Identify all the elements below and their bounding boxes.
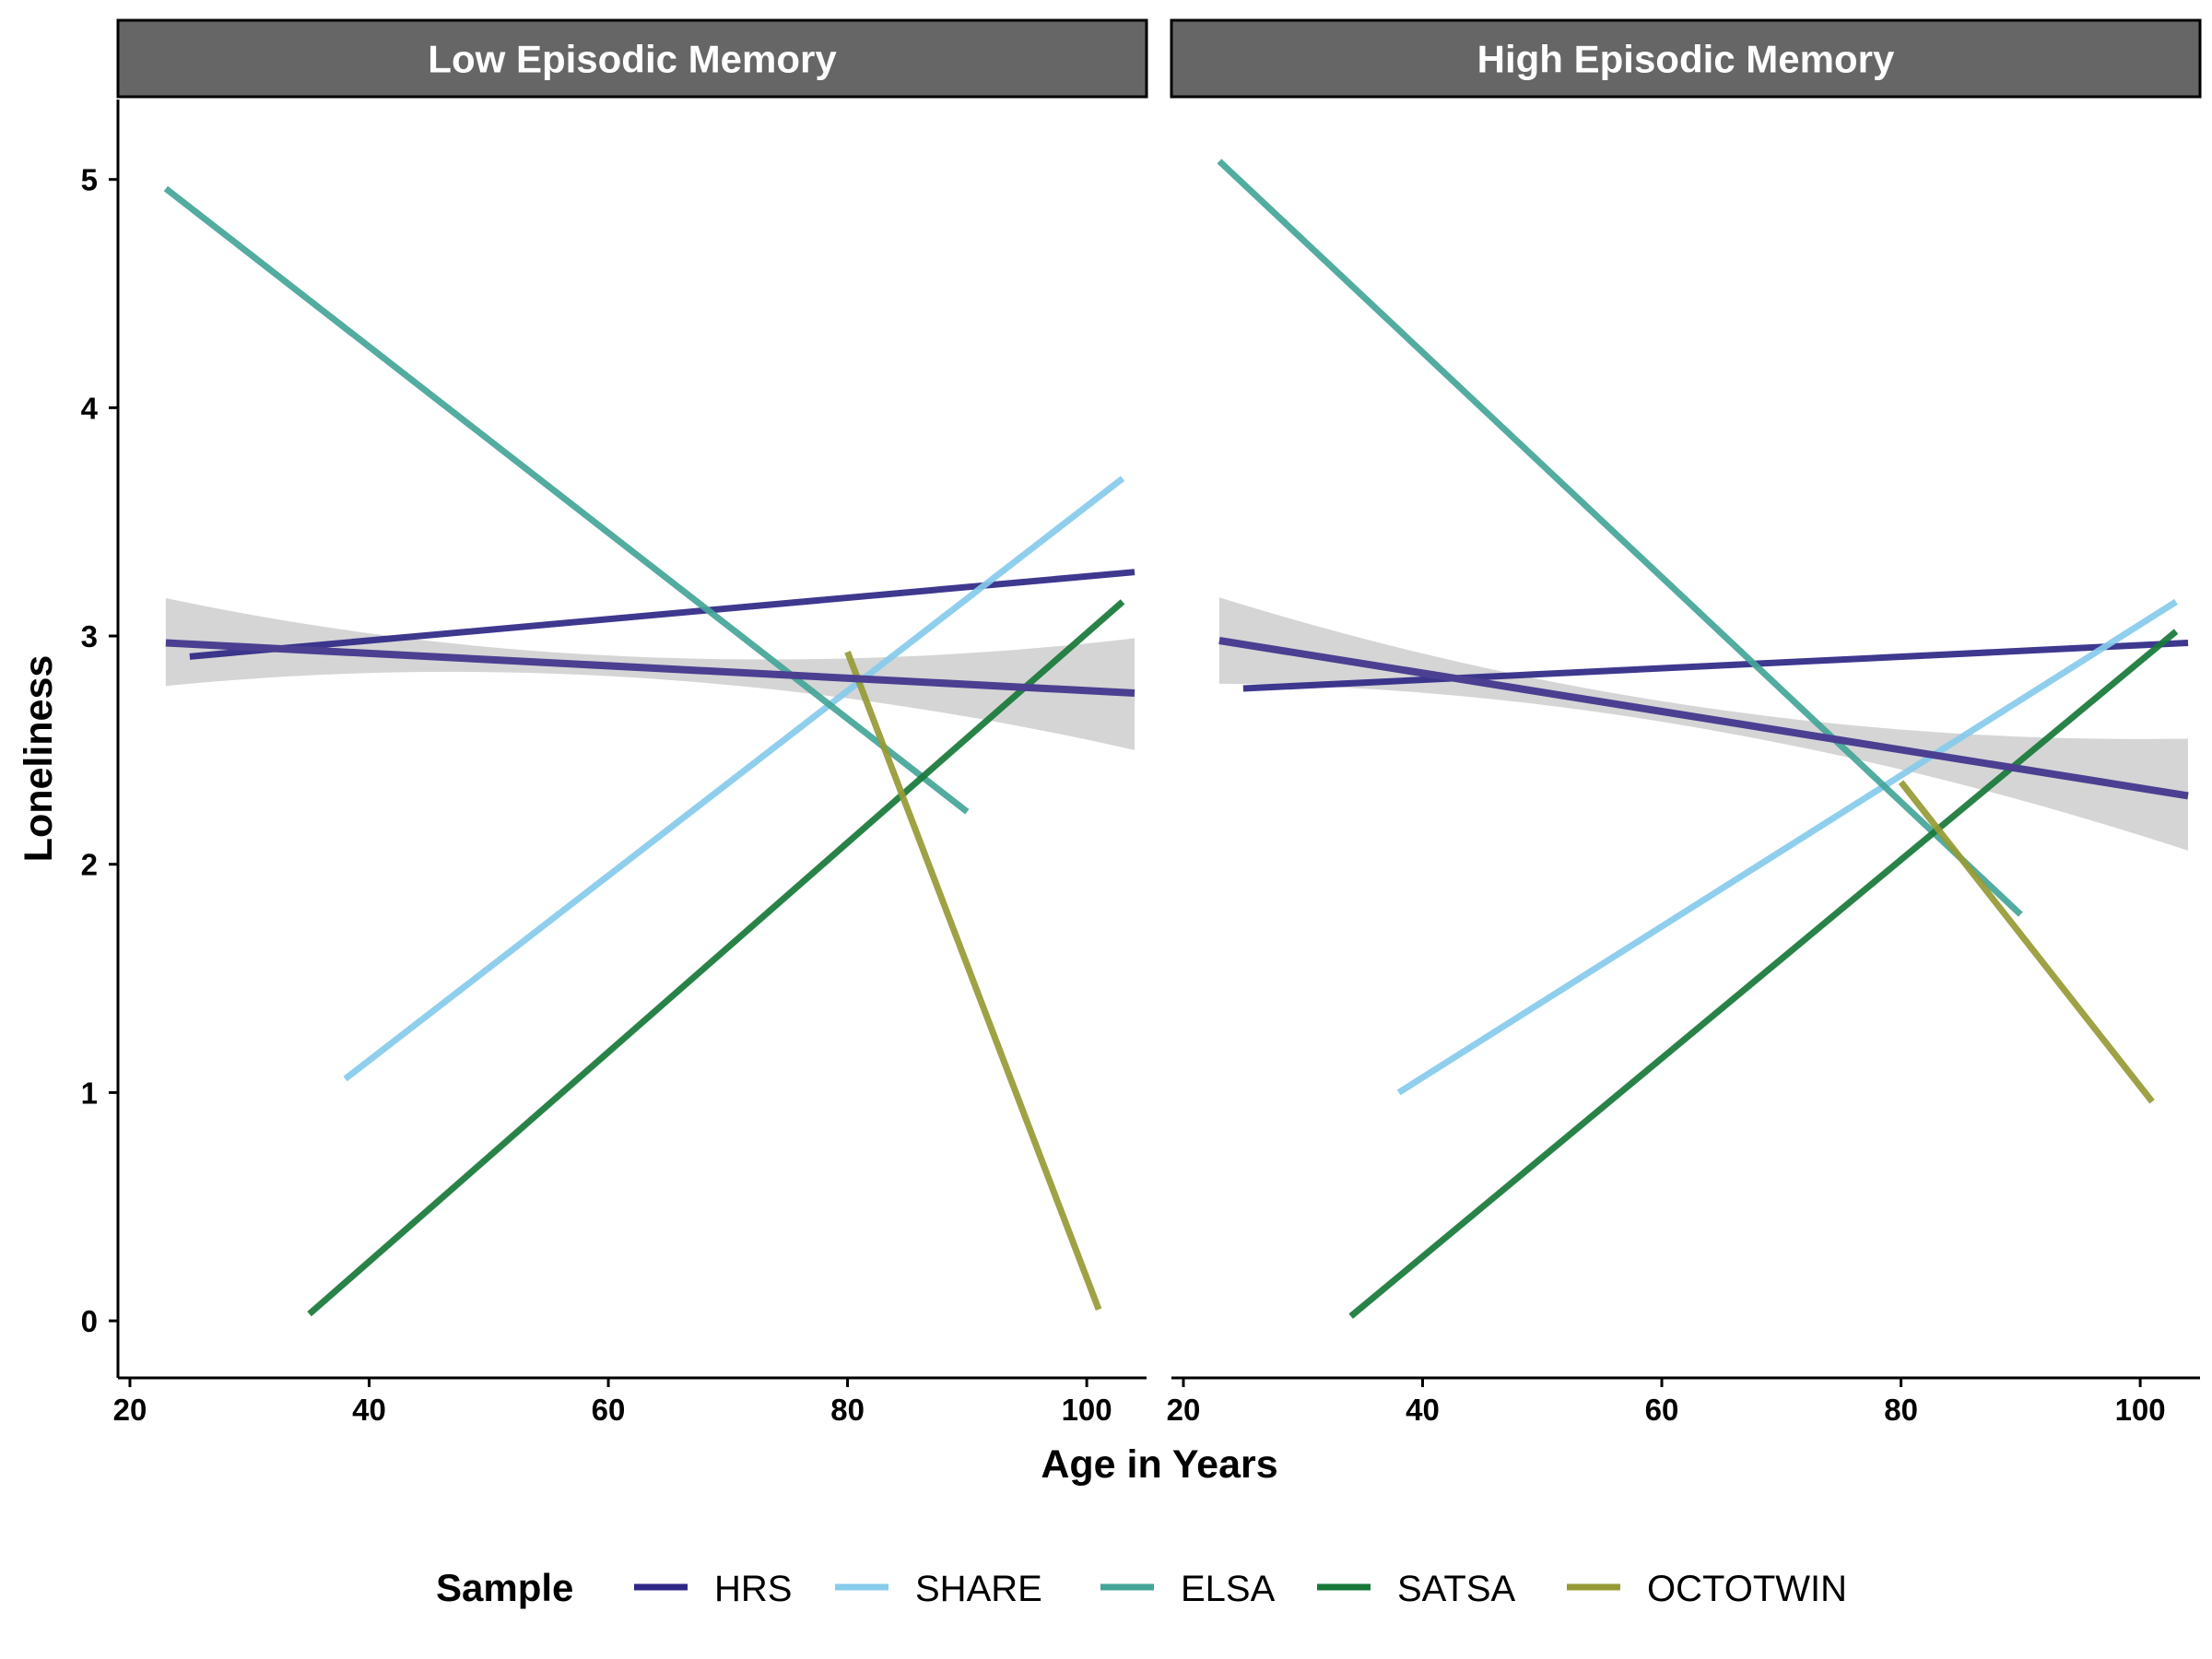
legend-label-octotwin: OCTOTWIN [1647,1569,1847,1609]
x-tick-label: 40 [1406,1393,1440,1427]
series-line-share [343,476,1125,1082]
panel-1: Low Episodic Memory 20 40 60 80 100 0 1 2 3 4 5 [81,18,1148,1427]
x-tick-label: 60 [592,1393,626,1427]
series-line-satsa [307,599,1125,1317]
y-axis-title: Loneliness [17,655,61,863]
x-tick-label: 20 [1167,1393,1201,1427]
legend: Sample HRS SHARE ELSA SATSA OCTOTWIN [436,1566,1847,1609]
series-line-share [1396,598,2178,1096]
x-tick-label: 20 [113,1393,147,1427]
x-tick-label: 80 [1884,1393,1918,1427]
facet-strip-title: Low Episodic Memory [428,38,837,81]
y-tick-label: 3 [81,619,98,653]
y-tick-label: 4 [81,391,99,425]
y-tick-label: 1 [81,1076,98,1110]
confidence-band [1218,597,2188,851]
x-tick-label: 60 [1645,1393,1679,1427]
series-line-elsa [1217,159,2023,917]
series-line-octotwin [844,651,1102,1311]
x-tick-label: 40 [352,1393,386,1427]
x-tick-label: 80 [830,1393,865,1427]
y-tick-label: 5 [81,163,98,197]
y-tick-label: 2 [81,848,98,882]
x-axis-title: Age in Years [1041,1442,1277,1487]
x-tick-label: 100 [1062,1393,1112,1427]
facet-strip [116,18,1148,99]
legend-title: Sample [436,1566,573,1609]
legend-label-share: SHARE [915,1569,1042,1609]
pooled-fit-line [165,639,1135,697]
facet-strip-title: High Episodic Memory [1477,38,1895,81]
facet-strip [1170,18,2202,99]
series-line-octotwin [1898,780,2155,1104]
series-line-elsa [163,185,970,815]
series-line-hrs [189,569,1135,660]
legend-label-elsa: ELSA [1181,1569,1276,1609]
x-tick-label: 100 [2115,1393,2166,1427]
series-line-satsa [1348,629,2179,1319]
y-tick-label: 0 [81,1304,98,1338]
legend-label-satsa: SATSA [1397,1569,1516,1609]
legend-label-hrs: HRS [714,1569,792,1609]
panel-2: High Episodic Memory 20 40 60 80 100 [1167,18,2202,1427]
series-line-hrs [1242,639,2189,692]
panels-layer: Low Episodic Memory 20 40 60 80 100 0 1 2 3 4 5 High… [81,18,2202,1427]
confidence-band [165,598,1135,750]
pooled-fit-line [1218,637,2189,800]
